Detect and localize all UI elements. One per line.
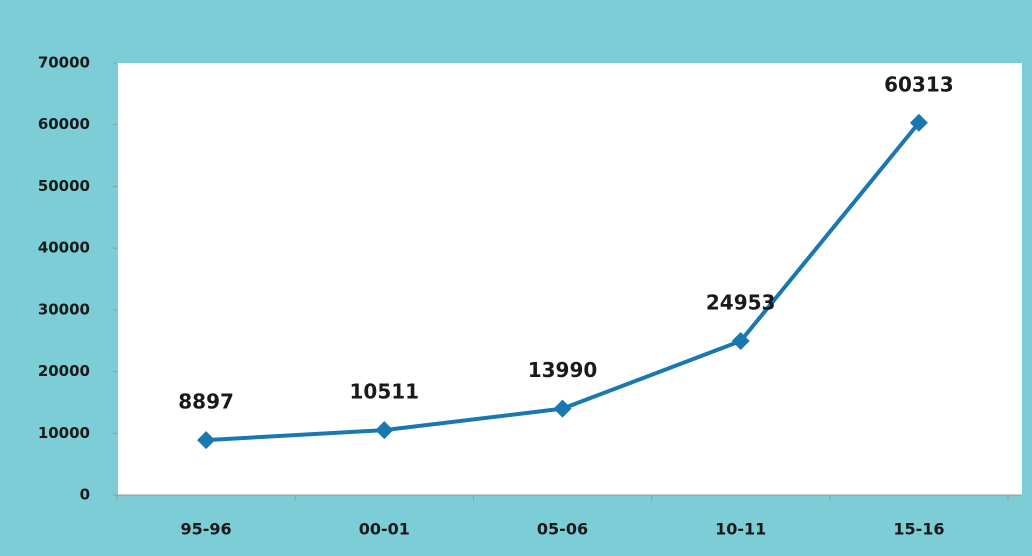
marker: [553, 399, 572, 418]
y-tick-label: 20000: [38, 362, 90, 380]
x-tick-label: 10-11: [715, 520, 766, 539]
data-label: 8897: [178, 390, 234, 414]
x-tick-label: 95-96: [181, 520, 232, 539]
data-label: 60313: [884, 72, 954, 96]
x-tick-label: 05-06: [537, 520, 588, 539]
data-label: 13990: [528, 358, 598, 382]
marker: [731, 332, 750, 351]
y-tick-label: 0: [80, 486, 90, 504]
y-tick-label: 40000: [38, 239, 90, 257]
x-tick-label: 00-01: [359, 520, 410, 539]
y-tick-label: 10000: [38, 424, 90, 442]
marker: [197, 431, 216, 450]
marker: [909, 113, 928, 132]
y-tick-label: 30000: [38, 300, 90, 318]
y-tick-label: 60000: [38, 115, 90, 133]
plot-area: [118, 63, 1022, 495]
y-tick-label: 50000: [38, 177, 90, 195]
marker: [375, 421, 394, 440]
x-tick-label: 15-16: [893, 520, 944, 539]
y-tick-label: 70000: [38, 54, 90, 72]
data-label: 24953: [706, 291, 776, 315]
data-label: 10511: [350, 380, 420, 404]
